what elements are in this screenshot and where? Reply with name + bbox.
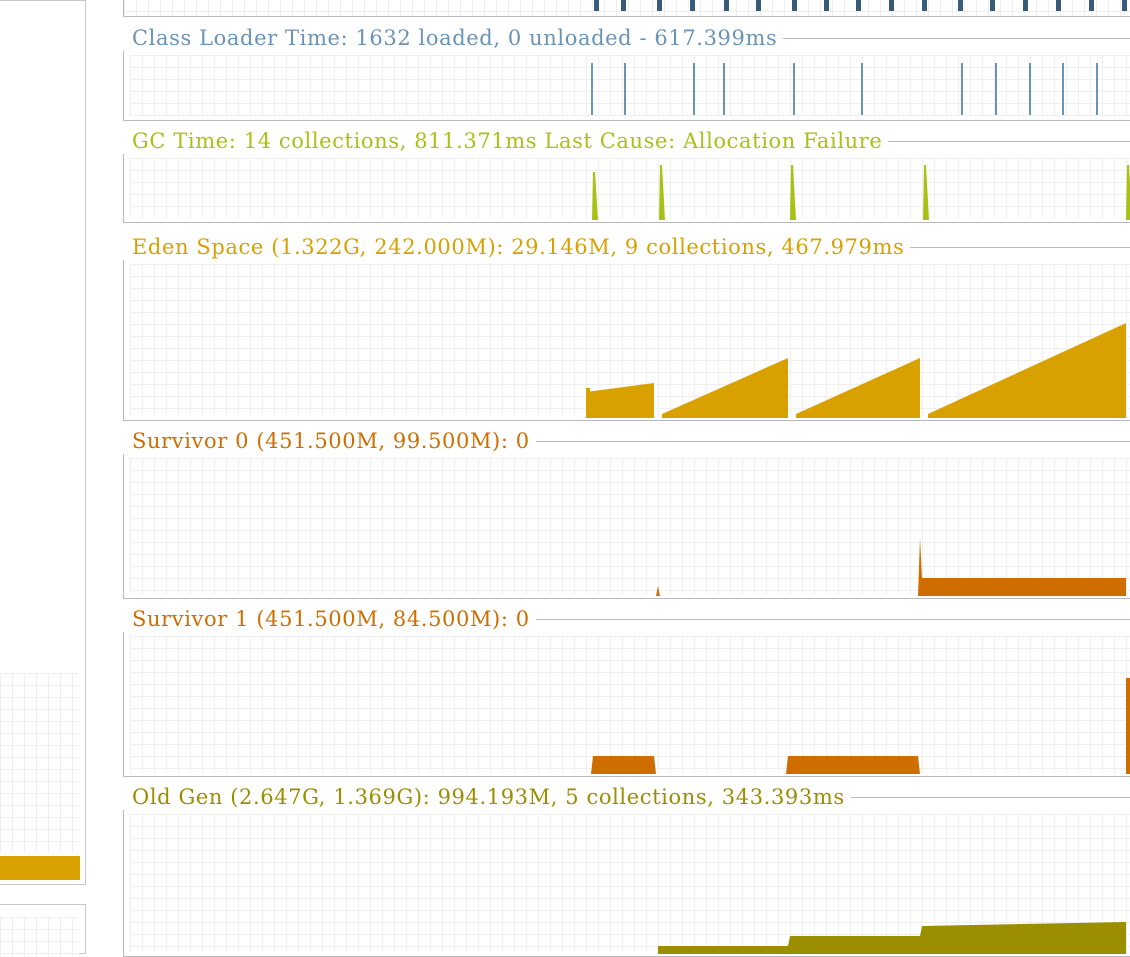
class-loader-graph <box>591 63 1098 115</box>
thread-mark <box>856 0 861 11</box>
class-loader-spike <box>961 63 963 115</box>
eden-segment <box>796 358 920 418</box>
side-panel-upper <box>0 0 86 885</box>
side-panel-grid <box>0 673 79 853</box>
thread-mark <box>621 0 626 11</box>
thread-mark <box>990 0 995 11</box>
thread-mark <box>724 0 729 11</box>
gc-time-plot <box>130 158 1130 220</box>
thread-mark <box>1122 0 1127 11</box>
thread-mark <box>922 0 927 11</box>
gc-spike <box>659 165 665 220</box>
gc-time-panel <box>123 141 1130 223</box>
thread-mark <box>1023 0 1028 11</box>
eden-panel <box>123 247 1130 421</box>
survivor1-block <box>591 756 656 774</box>
thread-mark <box>594 0 599 11</box>
thread-mark <box>756 0 761 11</box>
class-loader-spike <box>1062 63 1064 115</box>
thread-mark <box>792 0 797 11</box>
thread-marks <box>594 0 1127 11</box>
survivor1-block <box>1126 678 1130 774</box>
class-loader-plot <box>130 55 1130 116</box>
eden-graph <box>586 323 1126 418</box>
survivor0-plot <box>130 458 1130 596</box>
old-gen-panel <box>123 797 1130 957</box>
class-loader-spike <box>693 63 695 115</box>
side-panel-lower-grid <box>0 917 79 957</box>
gc-spike <box>790 165 796 220</box>
survivor0-graph <box>656 538 1126 596</box>
side-panel-lower <box>0 904 86 957</box>
thread-mark <box>958 0 963 11</box>
class-loader-spike <box>793 63 795 115</box>
class-loader-spike <box>1096 63 1098 115</box>
survivor0-fill <box>918 538 1126 596</box>
eden-segment <box>586 383 654 418</box>
class-loader-panel <box>123 38 1130 121</box>
eden-plot <box>130 264 1130 418</box>
thread-mark <box>824 0 829 11</box>
eden-segment <box>662 358 788 418</box>
survivor0-panel <box>123 441 1130 599</box>
thread-mark <box>657 0 662 11</box>
thread-mark <box>690 0 695 11</box>
survivor1-panel <box>123 619 1130 777</box>
gc-time-graph <box>592 165 1130 220</box>
survivor1-block <box>786 756 920 774</box>
class-loader-spike <box>861 63 863 115</box>
eden-segment <box>928 323 1126 418</box>
survivor1-graph <box>591 678 1130 774</box>
side-panel-bar <box>0 856 80 880</box>
survivor1-plot <box>130 636 1130 774</box>
class-loader-spike <box>624 63 626 115</box>
thread-mark <box>1089 0 1094 11</box>
thread-mark <box>1056 0 1061 11</box>
class-loader-spike <box>1029 63 1031 115</box>
survivor0-mark <box>656 586 660 596</box>
class-loader-spike <box>591 63 593 115</box>
gc-spike <box>592 172 598 220</box>
old-gen-plot <box>130 814 1130 954</box>
old-gen-area <box>658 922 1126 954</box>
class-loader-spike <box>995 63 997 115</box>
thread-mark <box>889 0 894 11</box>
gc-spike <box>1126 165 1130 220</box>
thread-panel-partial <box>123 0 1130 17</box>
old-gen-graph <box>658 922 1126 954</box>
gc-spike <box>923 165 929 220</box>
class-loader-spike <box>723 63 725 115</box>
